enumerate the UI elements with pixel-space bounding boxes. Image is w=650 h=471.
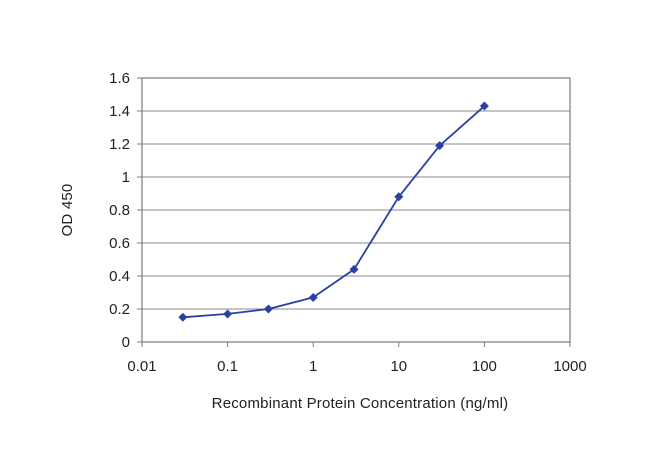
y-tick-label: 0.6	[109, 235, 130, 252]
y-tick-label: 1.2	[109, 136, 130, 153]
x-axis-title: Recombinant Protein Concentration (ng/ml…	[212, 395, 509, 412]
y-tick-label: 0.4	[109, 268, 130, 285]
y-tick-label: 1.4	[109, 103, 130, 120]
x-tick-label: 10	[390, 358, 407, 375]
x-tick-label: 0.01	[127, 358, 156, 375]
x-tick-label: 1000	[553, 358, 586, 375]
x-tick-label: 0.1	[217, 358, 238, 375]
data-point-marker	[263, 304, 273, 314]
data-point-marker	[178, 312, 188, 322]
data-point-marker	[479, 101, 489, 111]
y-tick-label: 0.2	[109, 301, 130, 318]
x-tick-label: 1	[309, 358, 317, 375]
y-tick-label: 0	[122, 334, 130, 351]
y-axis-title: OD 450	[59, 184, 76, 237]
data-point-marker	[349, 264, 359, 274]
y-tick-label: 1	[122, 169, 130, 186]
series-layer	[178, 101, 489, 322]
data-point-marker	[435, 141, 445, 151]
data-point-marker	[394, 192, 404, 202]
series-line	[182, 105, 485, 319]
data-point-marker	[223, 309, 233, 319]
x-tick-label: 100	[472, 358, 497, 375]
y-tick-label: 0.8	[109, 202, 130, 219]
grid-layer	[142, 110, 570, 310]
data-point-marker	[308, 292, 318, 302]
axis-layer: 0 0.2 0.4 0.6 0.8 1 1.2 1.4 1.6 0.01 0.1 1 10 100 1000	[109, 70, 587, 375]
y-tick-label: 1.6	[109, 70, 130, 87]
